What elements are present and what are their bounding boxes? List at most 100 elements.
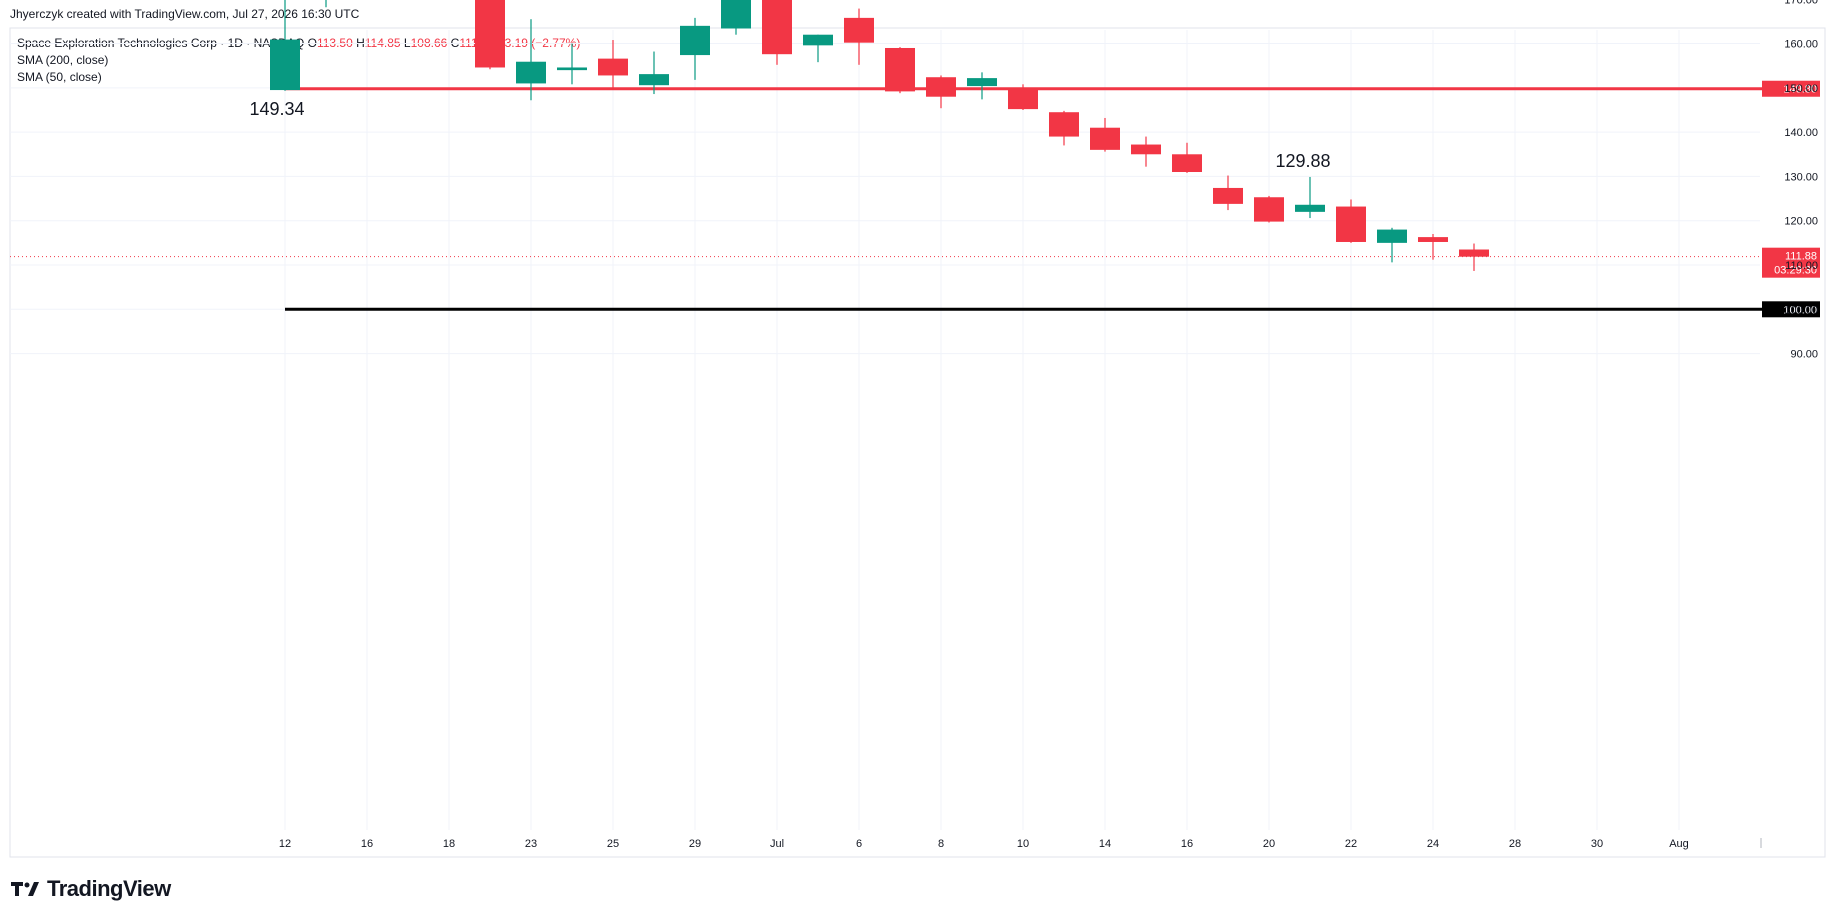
candle-body (1295, 204, 1325, 212)
candle-up (967, 72, 997, 100)
candle-up (325, 0, 327, 8)
price-annotation: 167.90 (824, 0, 879, 3)
time-axis[interactable]: 12 16 18 23 25 29 Jul 6 8 10 14 16 20 22 24 28 30 Aug (279, 838, 1762, 850)
brand-name: TradingView (47, 876, 171, 901)
candle-body (1418, 237, 1448, 242)
chart-attribution: Jhyerczyk created with TradingView.com, … (10, 7, 360, 21)
candle-body (803, 34, 833, 46)
candle-body (1172, 154, 1202, 173)
x-tick-label: 25 (607, 838, 619, 850)
horizontal-line-price-label: 149.80 (1783, 84, 1817, 96)
candle-up (1295, 176, 1325, 219)
low-value: 108.66 (410, 36, 448, 50)
chart-frame (9, 27, 1826, 858)
candle-down (1254, 195, 1284, 223)
candle-up (1377, 227, 1407, 263)
candle-down (885, 47, 915, 94)
candle-body (598, 58, 628, 76)
candle-body (1254, 197, 1284, 222)
horizontal-line-price-tag (1762, 301, 1820, 318)
x-tick-label: 16 (361, 838, 373, 850)
candle-down (762, 0, 792, 65)
horizontal-line-price-tag (1762, 80, 1820, 97)
x-tick-label: 16 (1181, 838, 1193, 850)
y-tick-label: 110.00 (1785, 260, 1818, 272)
candle-down (1418, 234, 1448, 260)
candle-body (1213, 187, 1243, 204)
y-tick-label: 150.00 (1784, 83, 1818, 95)
candle-body (516, 61, 546, 84)
price-axis[interactable]: 90.00 100.00 110.00 120.00 130.00 140.00 150.0… (1784, 0, 1818, 361)
x-tick-label: 18 (443, 838, 455, 850)
x-tick-label: 12 (279, 838, 291, 850)
grid-lines (10, 30, 1760, 830)
candle-down (926, 75, 956, 109)
candle-body (1336, 206, 1366, 242)
indicator-sma-50[interactable]: SMA (50, close) (17, 70, 102, 84)
candle-down (1459, 243, 1489, 271)
y-tick-label: 130.00 (1784, 171, 1818, 183)
candle-down (1131, 136, 1161, 167)
x-tick-label: 10 (1017, 838, 1029, 850)
x-tick-label: 22 (1345, 838, 1357, 850)
candle-up (680, 17, 710, 80)
candle-body (1131, 144, 1161, 155)
candle-up (270, 0, 300, 91)
x-tick-label: Aug (1669, 838, 1689, 850)
open-value: 113.50 (316, 36, 353, 50)
candle-body (885, 47, 915, 92)
candle-body (1459, 249, 1489, 257)
x-tick-label: Jul (770, 838, 784, 850)
x-tick-label: 24 (1427, 838, 1439, 850)
x-tick-label: 6 (856, 838, 862, 850)
y-tick-label: 90.00 (1790, 349, 1818, 361)
high-label: H (356, 36, 365, 50)
last-price-tag (1762, 247, 1820, 278)
brand-logo[interactable]: TradingView (11, 876, 171, 902)
candle-body (639, 74, 669, 86)
x-tick-label: 20 (1263, 838, 1275, 850)
candle-down (1213, 175, 1243, 211)
candle-down (1172, 142, 1202, 173)
open-label: O (307, 36, 317, 50)
candle-body (721, 0, 751, 29)
change-value: −3.19 (−2.77%) (497, 36, 581, 50)
candle-body (680, 25, 710, 56)
candle-up (639, 51, 669, 95)
candle-body (475, 0, 505, 68)
candle-down (598, 40, 628, 89)
price-annotation: 129.88 (1275, 151, 1330, 171)
low-label: L (403, 36, 411, 50)
candle-body (270, 39, 300, 91)
candle-down (1049, 110, 1079, 146)
candle-body (762, 0, 792, 55)
last-price-label: 111.88 (1785, 251, 1817, 263)
candle-body (1090, 127, 1120, 150)
candle-up (516, 19, 546, 101)
tradingview-logo-icon (11, 882, 39, 896)
price-annotation: 149.34 (249, 99, 304, 119)
candle-down (1336, 199, 1366, 243)
candle-down (1090, 117, 1120, 152)
y-tick-label: 140.00 (1784, 127, 1818, 139)
close-label: C (450, 36, 460, 50)
candle-down (475, 0, 505, 70)
candlestick-series (270, 0, 1489, 271)
candle-body (1008, 88, 1038, 110)
y-tick-label: 160.00 (1784, 39, 1818, 51)
high-value: 114.85 (364, 36, 401, 50)
candle-body (557, 67, 587, 71)
candle-body (1049, 112, 1079, 137)
indicator-sma-200[interactable]: SMA (200, close) (17, 53, 109, 67)
candle-body (967, 78, 997, 87)
candle-up (557, 43, 587, 85)
y-tick-label: 100.00 (1784, 304, 1818, 316)
x-tick-label: 23 (525, 838, 537, 850)
symbol-name: Space Exploration Technologies Corp · 1D… (17, 36, 305, 50)
y-tick-label: 120.00 (1784, 216, 1818, 228)
candle-down (1008, 84, 1038, 110)
candle-up (803, 34, 833, 63)
bar-countdown-label: 03:29:30 (1774, 265, 1817, 277)
y-tick-label: 170.00 (1784, 0, 1818, 6)
